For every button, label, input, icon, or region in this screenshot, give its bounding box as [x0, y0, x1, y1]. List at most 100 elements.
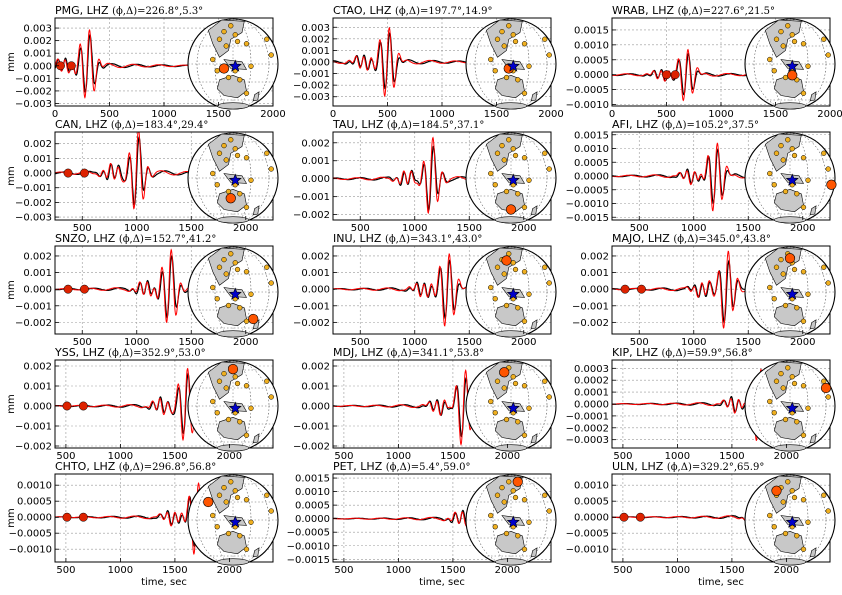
- panel-angles: (ϕ,Δ)=345.0°,43.8°: [673, 234, 770, 245]
- globe-inset: [465, 474, 557, 566]
- station-dot: [223, 43, 229, 49]
- globe-inset: [187, 360, 279, 452]
- phase-marker: [662, 70, 671, 80]
- globe-inset: [187, 246, 279, 338]
- panel-station-channel: WRAB, LHZ: [612, 4, 678, 17]
- y-tick-label: −0.0003: [566, 435, 609, 446]
- station-dot: [510, 260, 516, 266]
- x-tick-label: 1000: [665, 451, 690, 462]
- station-dot: [501, 43, 507, 49]
- x-tick-label: 2000: [817, 109, 842, 120]
- event-star-icon: [506, 173, 520, 186]
- station-dot: [515, 305, 521, 311]
- station-dot: [248, 291, 254, 297]
- station-dot: [243, 90, 250, 96]
- station-dot: [825, 280, 831, 286]
- station-dot: [248, 63, 254, 69]
- y-tick-label: 0.001: [301, 382, 330, 393]
- station-dot: [506, 251, 512, 257]
- station-dot: [782, 302, 789, 309]
- station-dot: [225, 302, 232, 309]
- panel-angles: (ϕ,Δ)=197.7°,14.9°: [395, 6, 492, 17]
- y-tick-label: −0.0005: [566, 85, 609, 96]
- station-dot: [821, 36, 827, 42]
- station-dot: [521, 204, 528, 210]
- panel-angles: (ϕ,Δ)=226.8°,5.3°: [112, 6, 203, 17]
- asia-landmass: [764, 19, 802, 58]
- event-star-icon: [506, 515, 520, 528]
- newzealand-landmass: [809, 433, 817, 444]
- station-dot: [780, 43, 786, 49]
- y-tick-label: −0.003: [293, 92, 330, 103]
- x-tick-label: 500: [630, 337, 649, 348]
- newzealand-landmass: [530, 205, 538, 216]
- station-dot: [782, 188, 789, 195]
- x-tick-label: 2000: [511, 337, 536, 348]
- station-dot: [773, 264, 780, 270]
- station-dot: [223, 385, 229, 391]
- y-tick-label: −0.002: [15, 198, 52, 209]
- station-dot: [221, 256, 227, 263]
- station-dot: [243, 318, 250, 324]
- y-tick-label: 0.0015: [574, 25, 609, 36]
- x-tick-label: 1500: [736, 223, 761, 234]
- station-dot: [771, 68, 777, 74]
- station-dot: [771, 410, 777, 416]
- station-dot: [210, 56, 216, 63]
- station-dot: [232, 374, 238, 380]
- globe-inset: [744, 246, 836, 338]
- station-dot: [805, 177, 811, 183]
- y-tick-label: 0.001: [301, 46, 330, 57]
- asia-landmass: [207, 19, 245, 58]
- y-tick-label: −0.001: [293, 69, 330, 80]
- globe-inset: [187, 474, 279, 566]
- asia-landmass: [485, 361, 523, 400]
- y-tick-label: 0.0010: [17, 481, 52, 492]
- x-tick-label: 500: [56, 565, 75, 576]
- station-dot: [501, 271, 507, 277]
- station-dot: [501, 385, 507, 391]
- y-tick-label: 0.0002: [574, 376, 609, 387]
- station-dot: [499, 28, 505, 35]
- panel-angles: (ϕ,Δ)=152.7°,41.2°: [119, 234, 216, 245]
- station-dot: [780, 499, 786, 505]
- station-dot: [805, 291, 811, 297]
- antarctica-landmass: [773, 558, 807, 566]
- y-tick-label: 0.0000: [295, 514, 330, 525]
- station-dot: [232, 260, 238, 266]
- y-tick-label: 0.0000: [574, 400, 609, 411]
- y-tick-label: −0.0010: [566, 100, 609, 111]
- x-tick-label: 1000: [681, 223, 706, 234]
- station-dot: [526, 519, 532, 525]
- panel-angles: (ϕ,Δ)=341.1°,53.8°: [387, 348, 484, 359]
- station-dot: [223, 499, 229, 505]
- y-tick-label: −0.002: [293, 442, 330, 453]
- phase-marker: [620, 284, 630, 294]
- y-tick-label: −0.001: [293, 192, 330, 203]
- phase-marker: [66, 61, 76, 71]
- globe-inset: [465, 18, 557, 110]
- station-dot: [805, 63, 811, 69]
- x-tick-label: 500: [56, 451, 75, 462]
- station-dot: [216, 150, 223, 156]
- y-tick-label: 0.002: [301, 34, 330, 45]
- y-tick-label: −0.003: [15, 99, 52, 110]
- panel-station-channel: AFI, LHZ: [612, 118, 662, 131]
- station-dot: [825, 166, 831, 172]
- station-dot: [800, 90, 807, 96]
- station-dot: [248, 519, 254, 525]
- phase-marker: [63, 284, 73, 294]
- station-dot: [521, 155, 528, 161]
- x-tick-label: 1500: [162, 565, 187, 576]
- x-tick-label: 1000: [386, 565, 411, 576]
- x-tick-label: 2000: [495, 565, 520, 576]
- station-dot: [225, 530, 232, 537]
- newzealand-landmass: [809, 547, 817, 558]
- station-dot: [214, 524, 220, 530]
- y-tick-label: 0.0005: [17, 497, 52, 508]
- station-dot: [501, 157, 507, 163]
- station-dot: [825, 508, 831, 514]
- x-tick-label: 1000: [124, 337, 149, 348]
- y-tick-label: −0.0010: [566, 199, 609, 210]
- event-star-icon: [228, 173, 242, 186]
